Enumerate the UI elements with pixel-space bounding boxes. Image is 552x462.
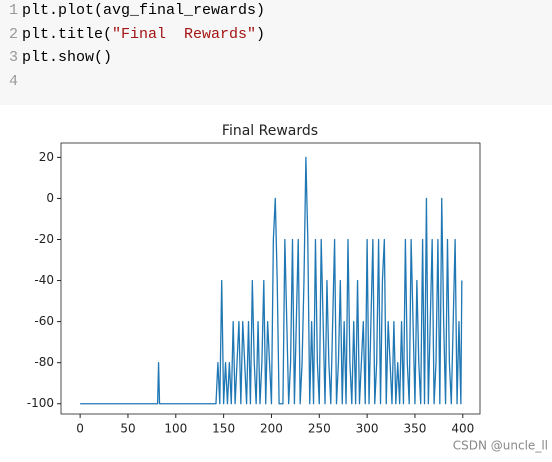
y-tick-label: -60 [34, 314, 54, 328]
x-tick-label: 400 [451, 422, 474, 436]
code-line: 2 plt.title("Final Rewards") [0, 26, 265, 49]
plot-area [60, 142, 481, 415]
line-number: 3 [8, 49, 18, 66]
code-text: ) [256, 25, 266, 43]
chart-title: Final Rewards [222, 123, 318, 139]
chart: Final Rewards CSDN @uncle_ll 200-20-40-6… [27, 123, 548, 453]
code-text: "Final Rewards" [112, 25, 257, 43]
code-text: plt.title( [22, 25, 113, 43]
code-text: plt.show() [22, 49, 113, 66]
y-tick-label: 0 [46, 191, 54, 205]
x-tick-label: 250 [308, 422, 331, 436]
y-tick-label: -20 [34, 232, 54, 246]
x-tick-label: 350 [403, 422, 426, 436]
x-tick-label: 200 [260, 422, 283, 436]
y-tick-label: -80 [34, 355, 54, 369]
y-tick-label: -40 [34, 273, 54, 287]
code-line: 4 [0, 73, 22, 96]
code-line: 3 plt.show() [0, 49, 112, 72]
x-tick-label: 50 [120, 422, 135, 436]
y-tick-label: -100 [27, 396, 54, 410]
line-number: 1 [8, 2, 18, 19]
line-series [80, 156, 463, 405]
watermark: CSDN @uncle_ll [453, 439, 548, 453]
line-number: 4 [8, 72, 18, 90]
code-text: plt.plot(avg_final_rewards) [22, 2, 266, 19]
line-number: 2 [8, 25, 18, 43]
code-cell: 1 plt.plot(avg_final_rewards) 2 plt.title("… [0, 0, 552, 105]
x-tick-label: 300 [356, 422, 379, 436]
x-tick-label: 0 [76, 422, 84, 436]
x-tick-label: 150 [212, 422, 235, 436]
y-tick-label: 20 [39, 150, 54, 164]
x-tick-label: 100 [164, 422, 187, 436]
code-line: 1 plt.plot(avg_final_rewards) [0, 2, 265, 25]
